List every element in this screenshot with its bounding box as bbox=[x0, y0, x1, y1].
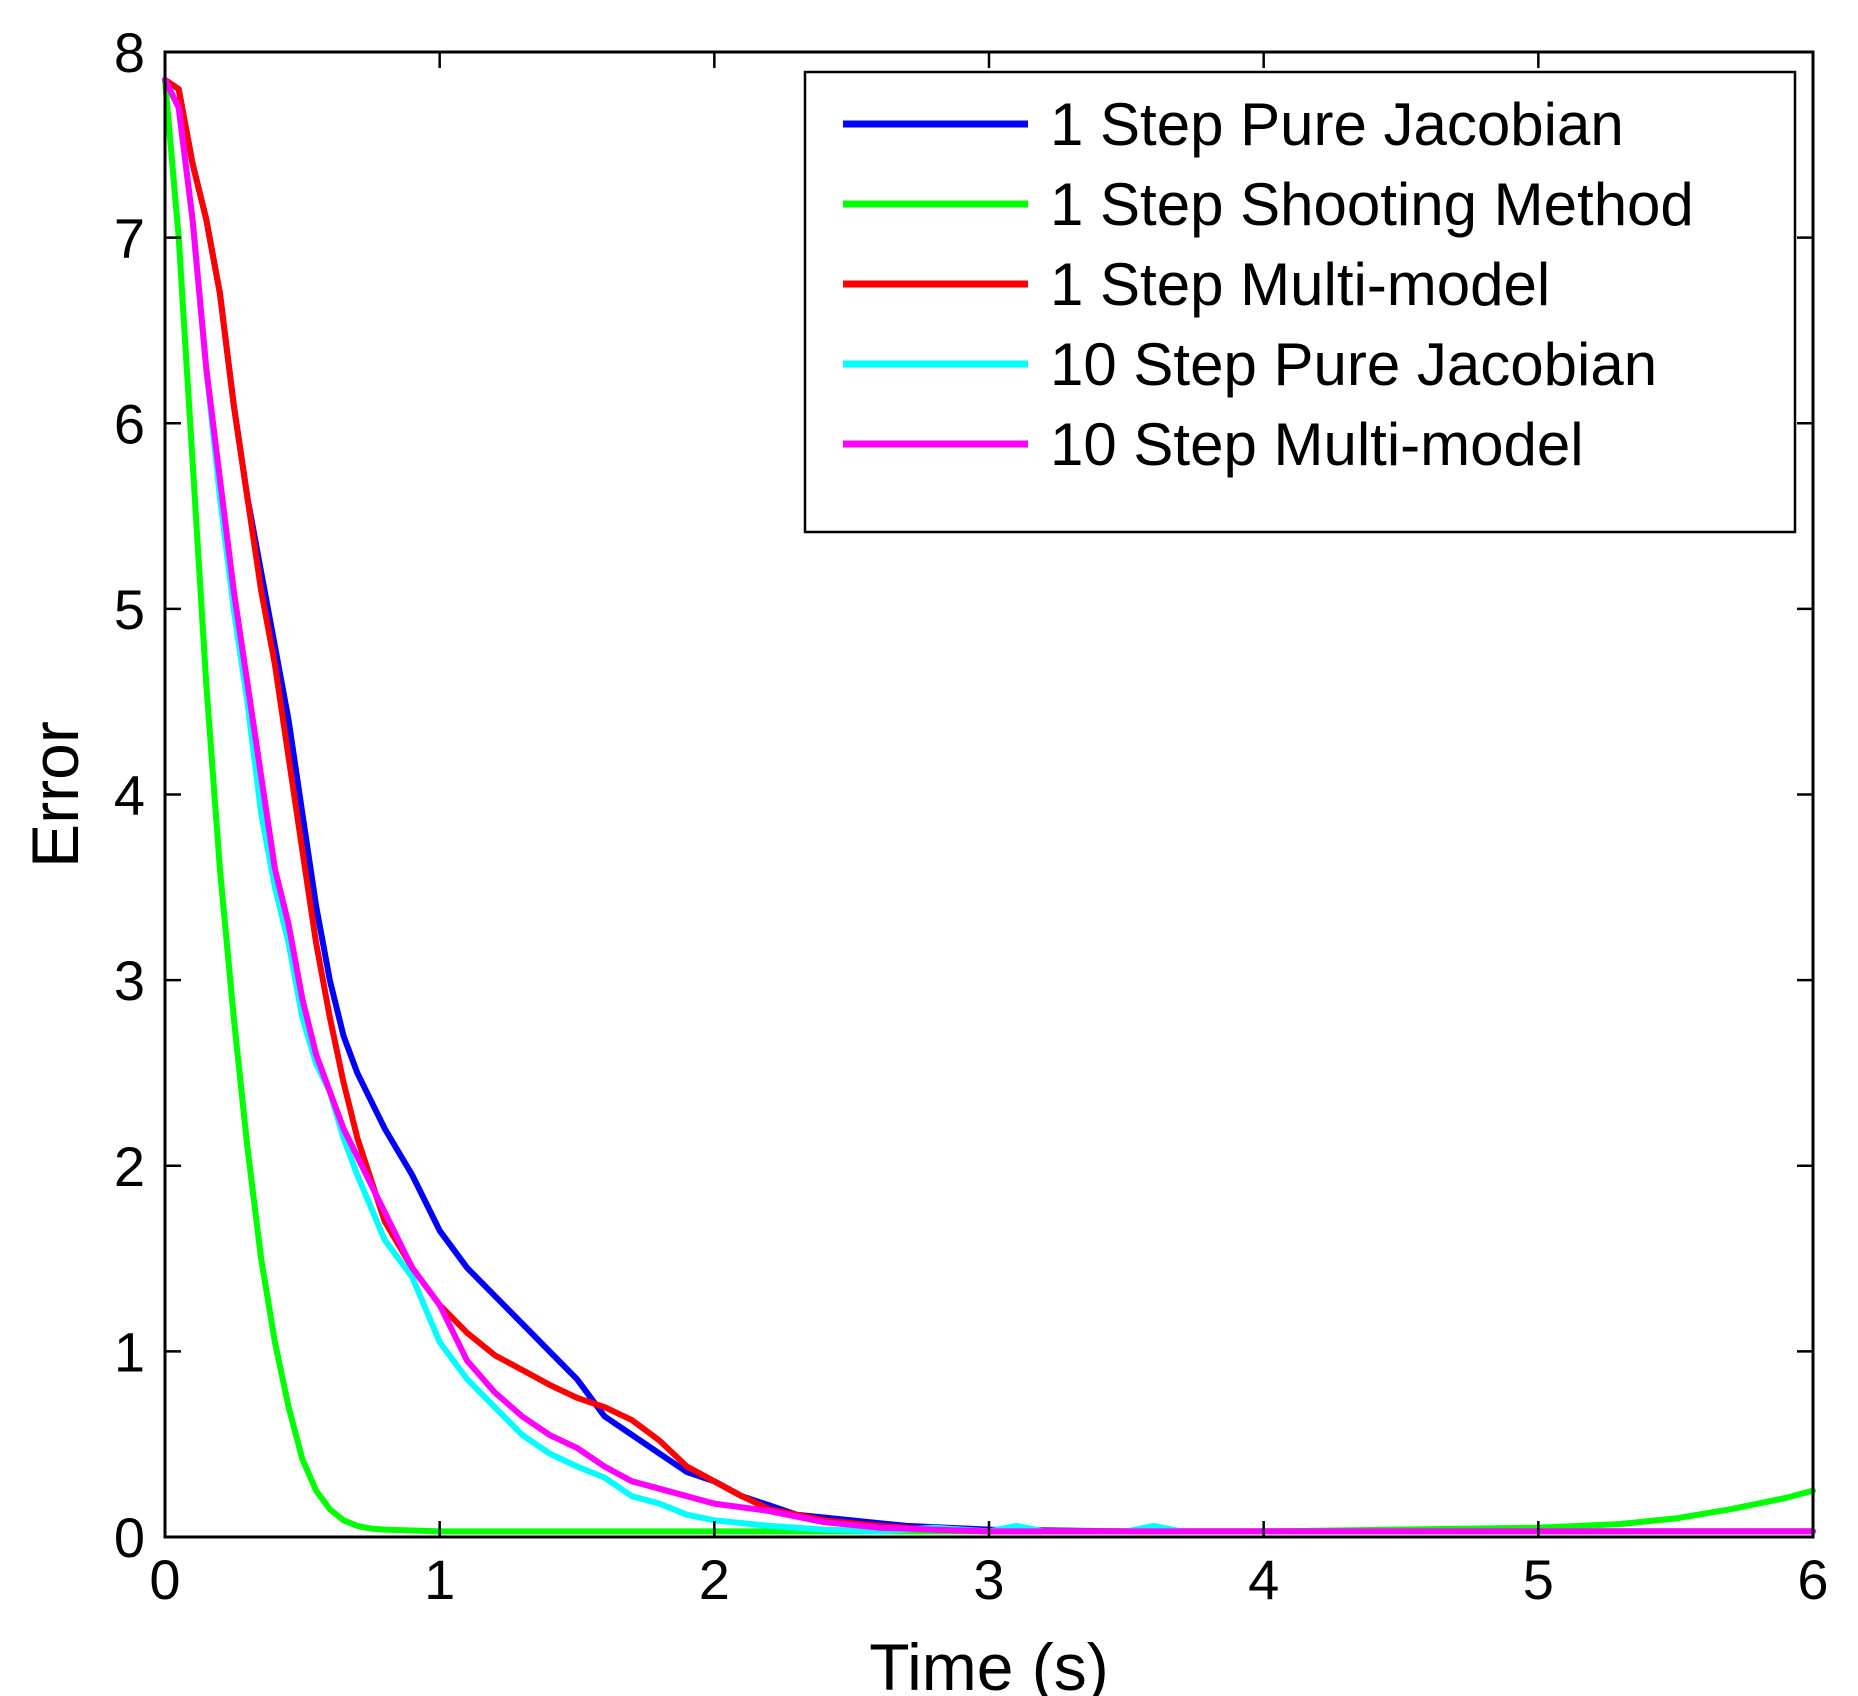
y-tick-label: 6 bbox=[114, 392, 145, 455]
y-tick-label: 4 bbox=[114, 764, 145, 827]
y-tick-label: 1 bbox=[114, 1320, 145, 1383]
x-tick-label: 5 bbox=[1523, 1548, 1554, 1611]
series-layer bbox=[162, 76, 1816, 1535]
legend-label: 1 Step Shooting Method bbox=[1050, 171, 1694, 238]
series-line-5 bbox=[162, 76, 1816, 1535]
x-tick-label: 2 bbox=[699, 1548, 730, 1611]
legend-label: 1 Step Multi-model bbox=[1050, 251, 1550, 318]
legend-label: 1 Step Pure Jacobian bbox=[1050, 91, 1624, 158]
legend-label: 10 Step Pure Jacobian bbox=[1050, 331, 1657, 398]
series-line-4 bbox=[162, 76, 1816, 1535]
y-tick-label: 5 bbox=[114, 578, 145, 641]
x-tick-label: 0 bbox=[149, 1548, 180, 1611]
y-tick-label: 8 bbox=[114, 21, 145, 84]
x-tick-label: 4 bbox=[1248, 1548, 1279, 1611]
series-line-2 bbox=[162, 76, 1816, 1535]
y-tick-label: 2 bbox=[114, 1135, 145, 1198]
y-tick-label: 0 bbox=[114, 1506, 145, 1569]
x-tick-label: 1 bbox=[424, 1548, 455, 1611]
x-axis-title: Time (s) bbox=[869, 1630, 1109, 1696]
y-axis-title: Error bbox=[18, 721, 92, 868]
x-tick-label: 3 bbox=[973, 1548, 1004, 1611]
y-tick-label: 3 bbox=[114, 949, 145, 1012]
legend-box bbox=[803, 70, 1797, 534]
y-tick-label: 7 bbox=[114, 207, 145, 270]
legend-label: 10 Step Multi-model bbox=[1050, 411, 1584, 478]
x-tick-label: 6 bbox=[1797, 1548, 1828, 1611]
legend: 1 Step Pure Jacobian 1 Step Shooting Meth… bbox=[803, 70, 1797, 534]
ticks-layer: 0 1 2 3 4 5 6 0 1 2 3 4 5 6 7 8 bbox=[114, 21, 1829, 1611]
